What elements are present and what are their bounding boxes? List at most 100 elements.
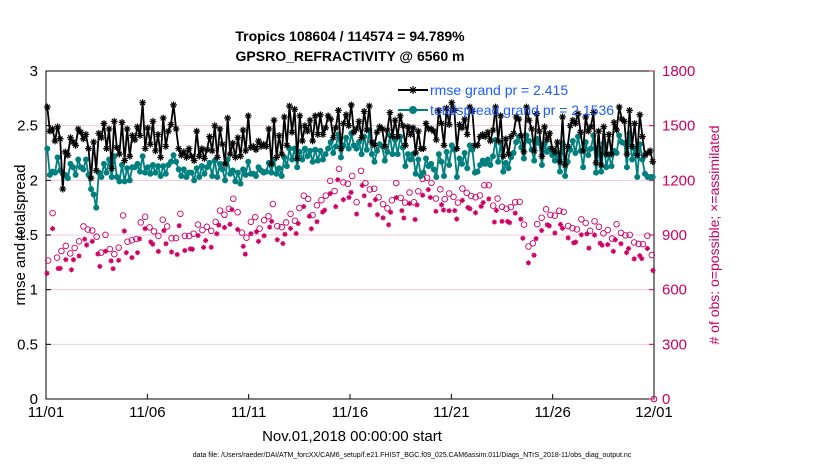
obs-possible-point xyxy=(177,210,184,218)
totalspread-point xyxy=(353,145,360,152)
rmse-point xyxy=(154,131,162,138)
totalspread-point xyxy=(322,151,329,158)
rmse-point xyxy=(394,133,402,140)
rmse-point xyxy=(183,153,190,161)
x-tick-label: 12/01 xyxy=(635,404,673,421)
obs-possible-point xyxy=(260,216,268,224)
totalspread-point xyxy=(144,164,151,171)
totalspread-point xyxy=(170,152,177,159)
rmse-point xyxy=(559,113,566,121)
obs-assimilated-point xyxy=(136,236,143,242)
obs-possible-point xyxy=(291,217,299,225)
y-tick-label: 0 xyxy=(30,391,38,408)
totalspread-point xyxy=(307,147,314,154)
obs-possible-point-end xyxy=(650,395,658,403)
rmse-point xyxy=(525,116,533,124)
totalspread-point xyxy=(268,169,275,176)
totalspread-point xyxy=(394,151,401,158)
rmse-point xyxy=(512,113,520,121)
obs-assimilated-point xyxy=(134,250,141,256)
obs-assimilated-point xyxy=(499,218,505,224)
rmse-point xyxy=(422,120,430,127)
totalspread-point xyxy=(551,157,558,164)
obs-assimilated-point xyxy=(401,215,407,221)
rmse-point xyxy=(100,120,108,127)
obs-possible-point xyxy=(533,220,541,228)
rmse-point xyxy=(407,131,414,138)
rmse-point xyxy=(190,157,198,165)
obs-possible-point xyxy=(516,198,523,206)
totalspread-point xyxy=(124,165,131,172)
totalspread-point xyxy=(345,145,352,152)
totalspread-point xyxy=(134,160,141,167)
rmse-point xyxy=(278,150,286,158)
obs-possible-point xyxy=(423,174,431,182)
obs-possible-point xyxy=(520,221,528,228)
obs-possible-point xyxy=(591,218,598,225)
obs-assimilated-point xyxy=(229,207,235,213)
rmse-point xyxy=(180,148,188,156)
rmse-point xyxy=(268,160,275,168)
obs-possible-point xyxy=(309,211,316,219)
totalspread-point xyxy=(183,174,190,181)
y2-tick-label: 1200 xyxy=(662,172,695,189)
rmse-point xyxy=(159,114,167,122)
rmse-point xyxy=(631,120,639,127)
obs-assimilated-point xyxy=(354,211,360,217)
obs-possible-point xyxy=(331,187,338,195)
totalspread-point xyxy=(312,146,319,153)
totalspread-point xyxy=(263,168,270,175)
obs-assimilated-point xyxy=(319,209,326,215)
rmse-point xyxy=(213,153,221,161)
totalspread-point xyxy=(80,166,87,173)
totalspread-point xyxy=(294,164,301,171)
obs-assimilated-point xyxy=(76,253,82,259)
rmse-point xyxy=(497,112,505,120)
obs-possible-point xyxy=(58,247,65,255)
obs-possible-point xyxy=(379,200,387,208)
obs-possible-point xyxy=(384,205,391,212)
obs-possible-point xyxy=(357,167,365,175)
rmse-point xyxy=(113,144,121,151)
rmse-point xyxy=(355,117,363,125)
obs-possible-point xyxy=(128,237,136,244)
rmse-point xyxy=(548,145,556,153)
totalspread-point xyxy=(580,164,587,171)
totalspread-point xyxy=(283,163,290,170)
obs-assimilated-point xyxy=(412,216,418,223)
obs-possible-point xyxy=(604,226,611,234)
obs-assimilated-point xyxy=(89,238,95,244)
rmse-point xyxy=(363,126,371,134)
totalspread-point xyxy=(137,168,144,175)
obs-possible-point xyxy=(287,210,294,218)
obs-possible-point xyxy=(62,242,70,250)
rmse-point xyxy=(530,147,538,155)
rmse-point xyxy=(304,127,311,135)
obs-possible-point xyxy=(172,234,180,242)
rmse-point xyxy=(600,123,608,131)
rmse-point xyxy=(283,141,291,149)
totalspread-point xyxy=(384,148,391,155)
y-tick-label: 1 xyxy=(30,282,38,299)
obs-possible-point xyxy=(124,238,131,245)
obs-assimilated-point xyxy=(361,193,367,199)
obs-possible-point xyxy=(494,195,501,202)
rmse-point xyxy=(340,120,347,127)
rmse-point xyxy=(56,135,64,143)
rmse-point xyxy=(164,127,172,135)
rmse-point xyxy=(510,129,517,137)
obs-assimilated-point xyxy=(388,209,394,215)
totalspread-point xyxy=(443,148,450,155)
rmse-point xyxy=(432,136,440,144)
rmse-point xyxy=(378,125,386,133)
obs-assimilated-point xyxy=(539,227,545,234)
obs-possible-point xyxy=(216,207,224,214)
totalspread-point xyxy=(420,169,427,176)
x-tick-label: 11/21 xyxy=(433,404,469,421)
rmse-point xyxy=(291,105,299,113)
totalspread-point xyxy=(608,163,615,170)
rmse-point xyxy=(128,132,136,139)
obs-possible-point xyxy=(481,182,488,189)
obs-assimilated-point xyxy=(571,240,577,246)
